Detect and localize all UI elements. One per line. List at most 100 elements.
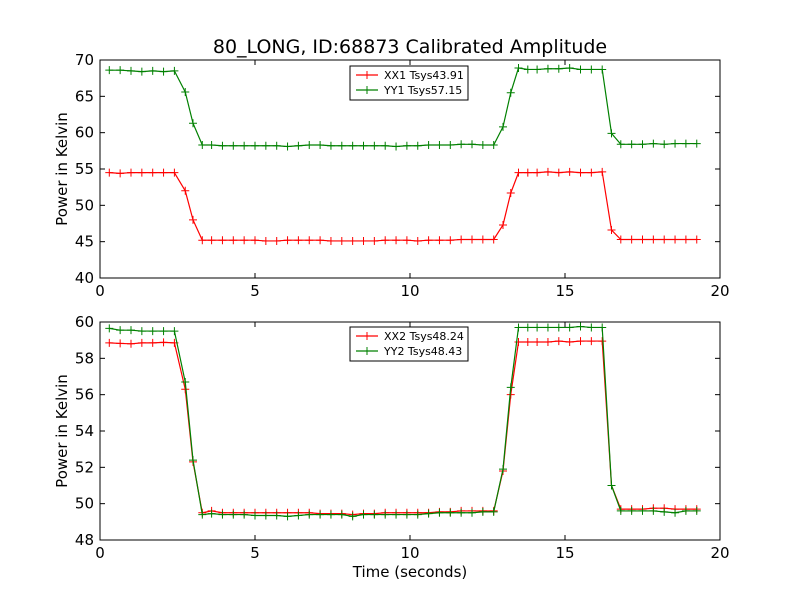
data-point-1-2 — [218, 141, 227, 150]
data-point-1-2 — [616, 140, 625, 149]
data-point-1-1 — [207, 236, 216, 245]
data-point-2-1 — [598, 337, 607, 346]
data-point-1-2 — [207, 141, 216, 150]
data-point-2-1 — [523, 337, 532, 346]
x-tick-label: 5 — [250, 544, 260, 562]
data-point-1-1 — [478, 235, 487, 244]
x-tick-label: 15 — [555, 544, 574, 562]
y-tick-label: 60 — [75, 313, 94, 331]
data-point-1-2 — [671, 139, 680, 148]
data-point-1-1 — [381, 236, 390, 245]
data-point-2-2 — [649, 506, 658, 515]
y-tick-label: 65 — [75, 87, 94, 105]
data-point-1-2 — [305, 141, 314, 150]
legend-entry: YY2 Tsys48.43 — [383, 345, 462, 358]
data-point-2-2 — [218, 510, 227, 519]
data-point-1-2 — [359, 141, 368, 150]
data-point-1-1 — [116, 169, 125, 178]
data-point-1-1 — [148, 168, 157, 177]
data-point-1-1 — [189, 215, 197, 224]
data-point-1-1 — [261, 236, 270, 245]
y-tick-label: 58 — [75, 349, 94, 367]
data-point-1-2 — [692, 139, 701, 148]
data-point-1-2 — [240, 141, 249, 150]
data-point-1-2 — [554, 64, 563, 73]
data-point-2-2 — [229, 510, 238, 519]
legend-entry: YY1 Tsys57.15 — [383, 84, 462, 97]
data-point-2-2 — [681, 506, 690, 515]
data-point-1-2 — [523, 65, 532, 74]
data-point-2-2 — [272, 511, 281, 520]
data-point-2-1 — [159, 338, 168, 347]
data-point-2-2 — [506, 383, 515, 392]
data-point-1-1 — [305, 236, 314, 245]
data-point-2-2 — [554, 323, 563, 332]
data-point-2-2 — [127, 326, 135, 335]
data-point-1-1 — [587, 168, 596, 177]
x-tick-label: 0 — [95, 282, 105, 300]
data-point-2-2 — [240, 510, 249, 519]
x-tick-label: 10 — [400, 544, 419, 562]
data-point-1-1 — [506, 188, 515, 197]
data-point-1-1 — [499, 220, 507, 229]
data-point-2-2 — [370, 510, 379, 519]
data-point-2-2 — [294, 511, 303, 520]
data-point-1-2 — [506, 88, 515, 97]
data-point-1-2 — [649, 139, 658, 148]
data-point-2-2 — [660, 507, 669, 516]
data-point-1-1 — [616, 235, 625, 244]
data-point-1-2 — [435, 141, 444, 150]
data-point-2-2 — [261, 511, 270, 520]
data-point-2-1 — [137, 338, 146, 347]
data-point-2-1 — [116, 339, 125, 348]
data-point-2-2 — [359, 510, 368, 519]
legend-marker — [363, 347, 371, 355]
data-point-1-1 — [181, 186, 190, 195]
data-point-2-2 — [435, 508, 444, 517]
data-point-1-2 — [116, 66, 125, 75]
data-point-1-2 — [181, 87, 190, 96]
data-point-1-1 — [272, 236, 281, 245]
y-axis-label: Power in Kelvin — [53, 374, 71, 488]
legend-marker — [363, 332, 371, 340]
x-tick-label: 20 — [710, 544, 729, 562]
data-point-1-2 — [370, 141, 379, 150]
data-point-2-1 — [554, 337, 563, 346]
data-point-2-2 — [616, 506, 625, 515]
y-tick-label: 54 — [75, 422, 94, 440]
data-point-1-2 — [468, 140, 476, 149]
data-point-1-1 — [370, 236, 379, 245]
data-point-1-2 — [316, 141, 325, 150]
data-point-1-1 — [638, 235, 647, 244]
data-point-1-2 — [413, 141, 422, 150]
data-point-1-1 — [543, 167, 552, 176]
data-point-1-2 — [424, 141, 433, 150]
data-point-2-2 — [105, 324, 114, 333]
x-tick-label: 20 — [710, 282, 729, 300]
data-point-1-2 — [446, 141, 455, 150]
data-point-1-2 — [402, 141, 411, 150]
data-point-2-2 — [148, 327, 157, 336]
data-point-2-2 — [468, 508, 476, 517]
data-point-2-2 — [457, 508, 466, 517]
y-tick-label: 48 — [75, 531, 94, 549]
data-point-1-2 — [478, 141, 487, 150]
data-point-1-1 — [435, 236, 444, 245]
data-point-2-2 — [181, 377, 190, 386]
data-point-1-2 — [681, 139, 690, 148]
data-point-2-1 — [587, 337, 596, 346]
data-point-1-1 — [660, 235, 669, 244]
data-point-2-2 — [381, 510, 390, 519]
data-point-1-1 — [649, 235, 658, 244]
data-point-1-1 — [294, 236, 303, 245]
data-point-1-2 — [294, 141, 303, 150]
legend-2: XX2 Tsys48.24 YY2 Tsys48.43 — [349, 326, 469, 362]
x-tick-label: 15 — [555, 282, 574, 300]
data-point-1-1 — [218, 236, 227, 245]
data-point-2-2 — [305, 510, 314, 519]
data-point-1-2 — [159, 67, 168, 76]
data-point-2-1 — [565, 337, 574, 346]
data-point-2-1 — [127, 339, 135, 348]
